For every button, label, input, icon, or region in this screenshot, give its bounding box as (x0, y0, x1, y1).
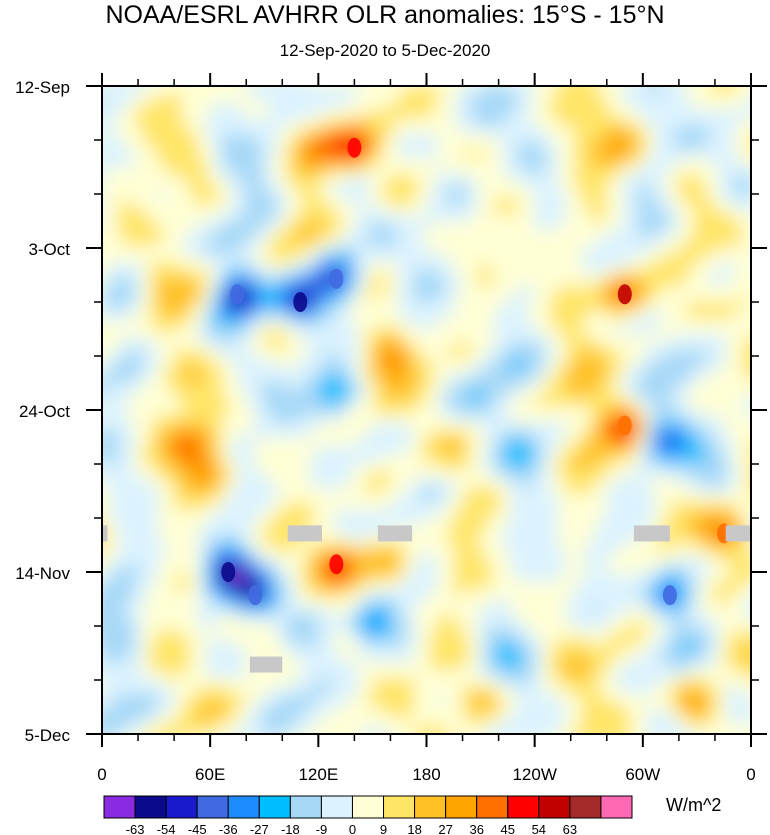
anomaly-core (662, 585, 677, 606)
colorbar-label: 27 (438, 822, 452, 835)
colorbar-label: 36 (469, 822, 483, 835)
colorbar-swatch (476, 795, 509, 819)
colorbar-swatch (103, 795, 136, 819)
colorbar-label: 45 (501, 822, 515, 835)
x-tick-label: 60E (195, 765, 225, 784)
missing-data-layer (102, 525, 751, 673)
colorbar-swatch (289, 795, 322, 819)
colorbar-swatch (445, 795, 478, 819)
colorbar: -63 -54 -45 -36 -27 -18 -9 0 9 18 27 36 45 54 63 (103, 795, 633, 835)
anomaly-core (221, 562, 236, 582)
colorbar-label: -18 (281, 822, 300, 835)
anomaly-core (293, 292, 308, 312)
missing-data-block (249, 656, 283, 673)
missing-data-block (102, 525, 108, 542)
colorbar-swatch (134, 795, 167, 819)
colorbar-label: -36 (219, 822, 238, 835)
anomaly-core (248, 585, 263, 606)
anomaly-core (617, 284, 632, 305)
colorbar-swatch (538, 795, 571, 819)
colorbar-swatch (351, 795, 385, 819)
anomaly-field (102, 86, 751, 734)
y-tick-label: 5-Dec (25, 726, 71, 745)
x-tick-label: 180 (412, 765, 440, 784)
colorbar-label: 63 (563, 822, 577, 835)
chart-title: NOAA/ESRL AVHRR OLR anomalies: 15°S - 15… (105, 1, 665, 29)
colorbar-swatch (414, 795, 447, 819)
colorbar-label: -27 (250, 822, 269, 835)
missing-data-block (633, 525, 670, 542)
colorbar-label: -54 (157, 822, 176, 835)
colorbar-swatch (600, 795, 633, 819)
colorbar-label: 9 (380, 822, 387, 835)
colorbar-swatch (507, 795, 540, 819)
anomaly-core (329, 554, 344, 575)
colorbar-swatch (258, 795, 291, 819)
colorbar-label: 0 (349, 822, 356, 835)
colorbar-label: -45 (188, 822, 207, 835)
y-tick-label: 3-Oct (28, 240, 70, 259)
y-tick-label: 12-Sep (15, 78, 70, 97)
missing-data-block (287, 525, 322, 542)
colorbar-swatch (227, 795, 260, 819)
missing-data-block (725, 525, 751, 542)
chart-subtitle: 12-Sep-2020 to 5-Dec-2020 (279, 41, 491, 60)
colorbar-label: 54 (532, 822, 546, 835)
anomaly-core (230, 284, 245, 305)
anomaly-core (617, 415, 632, 436)
y-tick-label: 14-Nov (15, 564, 70, 583)
colorbar-label: -63 (126, 822, 145, 835)
x-tick-label: 120E (298, 765, 338, 784)
colorbar-swatch (383, 795, 416, 819)
anomaly-core (329, 268, 344, 289)
colorbar-swatch (196, 795, 229, 819)
colorbar-swatch (165, 795, 198, 819)
colorbar-units: W/m^2 (666, 795, 722, 815)
y-tick-label: 24-Oct (19, 402, 70, 421)
colorbar-label: -9 (316, 822, 328, 835)
axes: 0 60E 120E 180 120W 60W 0 12-Sep 3-Oct 24-Oct 14-N… (15, 73, 767, 784)
colorbar-label: 18 (407, 822, 421, 835)
x-tick-label: 0 (97, 765, 106, 784)
x-tick-label: 60W (625, 765, 660, 784)
missing-data-block (377, 525, 413, 542)
colorbar-swatch (320, 795, 353, 819)
x-tick-label: 120W (512, 765, 556, 784)
anomaly-core (347, 137, 362, 158)
colorbar-swatch (569, 795, 602, 819)
x-tick-label: 0 (746, 765, 755, 784)
